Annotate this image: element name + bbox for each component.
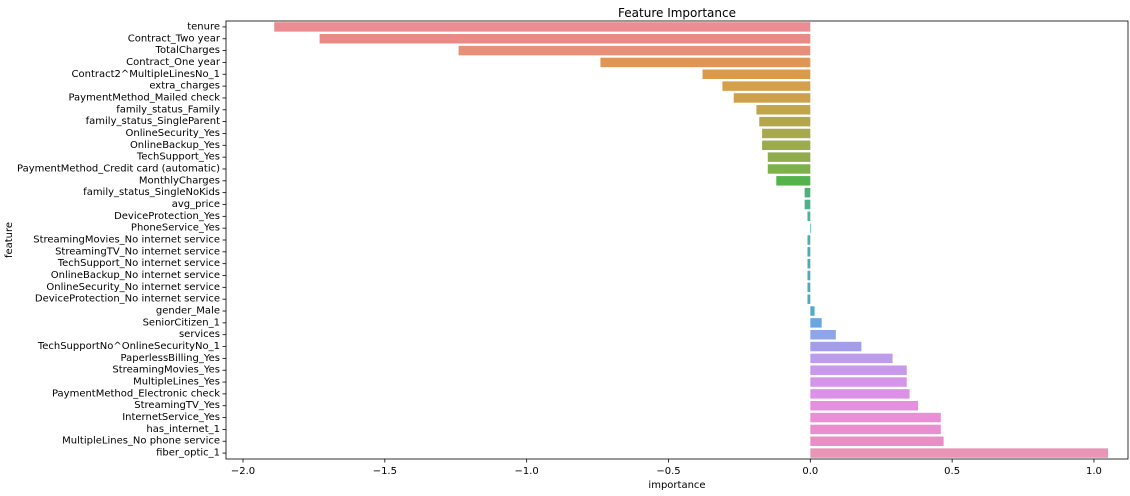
y-tick-label: OnlineBackup_Yes	[130, 140, 220, 151]
x-tick-label: 0.0	[802, 466, 818, 477]
bar-5	[722, 81, 811, 91]
bar-2	[458, 45, 811, 56]
bar-3	[600, 57, 811, 68]
y-tick-label: PaperlessBilling_Yes	[121, 353, 220, 364]
y-tick-label: MultipleLines_No phone service	[62, 436, 220, 447]
bar-7	[756, 105, 811, 115]
bar-1	[319, 34, 811, 44]
y-tick-label: TechSupportNo^OnlineSecurityNo_1	[37, 341, 220, 352]
y-tick-label: OnlineBackup_No internet service	[51, 270, 220, 281]
bar-35	[810, 436, 944, 446]
x-axis-ticks: −2.0 −1.5 −1.0 −0.5 0.0 0.5 1.0	[231, 459, 1102, 477]
y-tick-label: TechSupport_Yes	[136, 152, 220, 163]
y-axis-label: feature	[4, 222, 15, 258]
y-tick-label: MultipleLines_Yes	[133, 377, 220, 388]
x-tick-label: −0.5	[656, 466, 680, 477]
bar-18	[807, 235, 811, 245]
y-tick-label: Contract_One year	[126, 57, 221, 68]
bar-28	[810, 353, 893, 364]
bar-30	[810, 377, 907, 387]
y-tick-label: extra_charges	[149, 81, 220, 92]
bar-12	[767, 164, 811, 174]
y-tick-label: PhoneService_Yes	[131, 223, 220, 234]
bar-22	[807, 282, 811, 293]
y-tick-label: gender_Male	[156, 306, 220, 317]
y-tick-label: OnlineSecurity_No internet service	[46, 282, 220, 293]
bar-17	[810, 223, 812, 233]
bar-29	[810, 365, 907, 375]
x-axis-label: importance	[648, 480, 705, 491]
bars-group	[274, 22, 1109, 458]
y-tick-label: StreamingMovies_No internet service	[33, 235, 220, 246]
bar-24	[810, 306, 815, 316]
y-tick-label: services	[179, 329, 220, 340]
bar-10	[762, 140, 811, 151]
bar-13	[776, 176, 811, 186]
bar-15	[804, 199, 811, 210]
bar-27	[810, 341, 862, 352]
y-tick-label: DeviceProtection_Yes	[114, 211, 220, 222]
y-tick-label: tenure	[187, 21, 220, 32]
y-tick-label: avg_price	[172, 199, 220, 210]
y-tick-label: InternetService_Yes	[122, 412, 220, 423]
y-tick-label: PaymentMethod_Credit card (automatic)	[17, 163, 220, 174]
y-tick-label: family_status_SingleNoKids	[83, 187, 220, 198]
plot-frame	[225, 20, 1129, 460]
chart-title: Feature Importance	[618, 6, 736, 20]
y-tick-label: Contract2^MultipleLinesNo_1	[72, 69, 221, 80]
bar-9	[762, 128, 811, 139]
y-tick-label: DeviceProtection_No internet service	[35, 294, 220, 305]
bar-19	[807, 247, 811, 257]
x-tick-label: 0.5	[944, 466, 960, 477]
bar-31	[810, 389, 910, 399]
bar-14	[804, 187, 811, 198]
y-tick-label: family_status_SingleParent	[86, 116, 220, 127]
x-tick-label: −1.5	[373, 466, 397, 477]
bar-36	[810, 448, 1109, 458]
y-tick-label: Contract_Two year	[128, 33, 221, 44]
y-tick-label: MonthlyCharges	[139, 175, 220, 186]
bar-0	[274, 22, 811, 32]
y-tick-label: StreamingMovies_Yes	[112, 365, 220, 376]
y-tick-label: StreamingTV_No internet service	[55, 246, 220, 257]
y-tick-label: TechSupport_No internet service	[57, 258, 220, 269]
bar-11	[767, 152, 811, 162]
bar-23	[807, 294, 811, 304]
bar-20	[807, 258, 811, 269]
y-tick-label: PaymentMethod_Mailed check	[68, 92, 220, 103]
bar-32	[810, 400, 919, 411]
bar-6	[733, 93, 811, 103]
bar-33	[810, 412, 941, 423]
y-tick-label: SeniorCitizen_1	[143, 317, 220, 328]
x-tick-label: −1.0	[515, 466, 539, 477]
y-tick-label: PaymentMethod_Electronic check	[52, 388, 220, 399]
y-tick-label: family_status_Family	[116, 104, 220, 115]
y-tick-label: StreamingTV_Yes	[134, 400, 220, 411]
y-tick-label: TotalCharges	[155, 45, 220, 56]
x-tick-label: −2.0	[231, 466, 255, 477]
bar-25	[810, 318, 822, 328]
y-tick-label: OnlineSecurity_Yes	[126, 128, 220, 139]
bar-16	[807, 211, 811, 222]
y-tick-label: has_internet_1	[146, 424, 220, 435]
bar-4	[702, 69, 811, 80]
bar-21	[807, 270, 811, 281]
x-tick-label: 1.0	[1086, 466, 1102, 477]
bar-8	[759, 116, 811, 127]
y-tick-label: fiber_optic_1	[156, 448, 220, 459]
bar-26	[810, 329, 836, 340]
bar-34	[810, 424, 941, 435]
